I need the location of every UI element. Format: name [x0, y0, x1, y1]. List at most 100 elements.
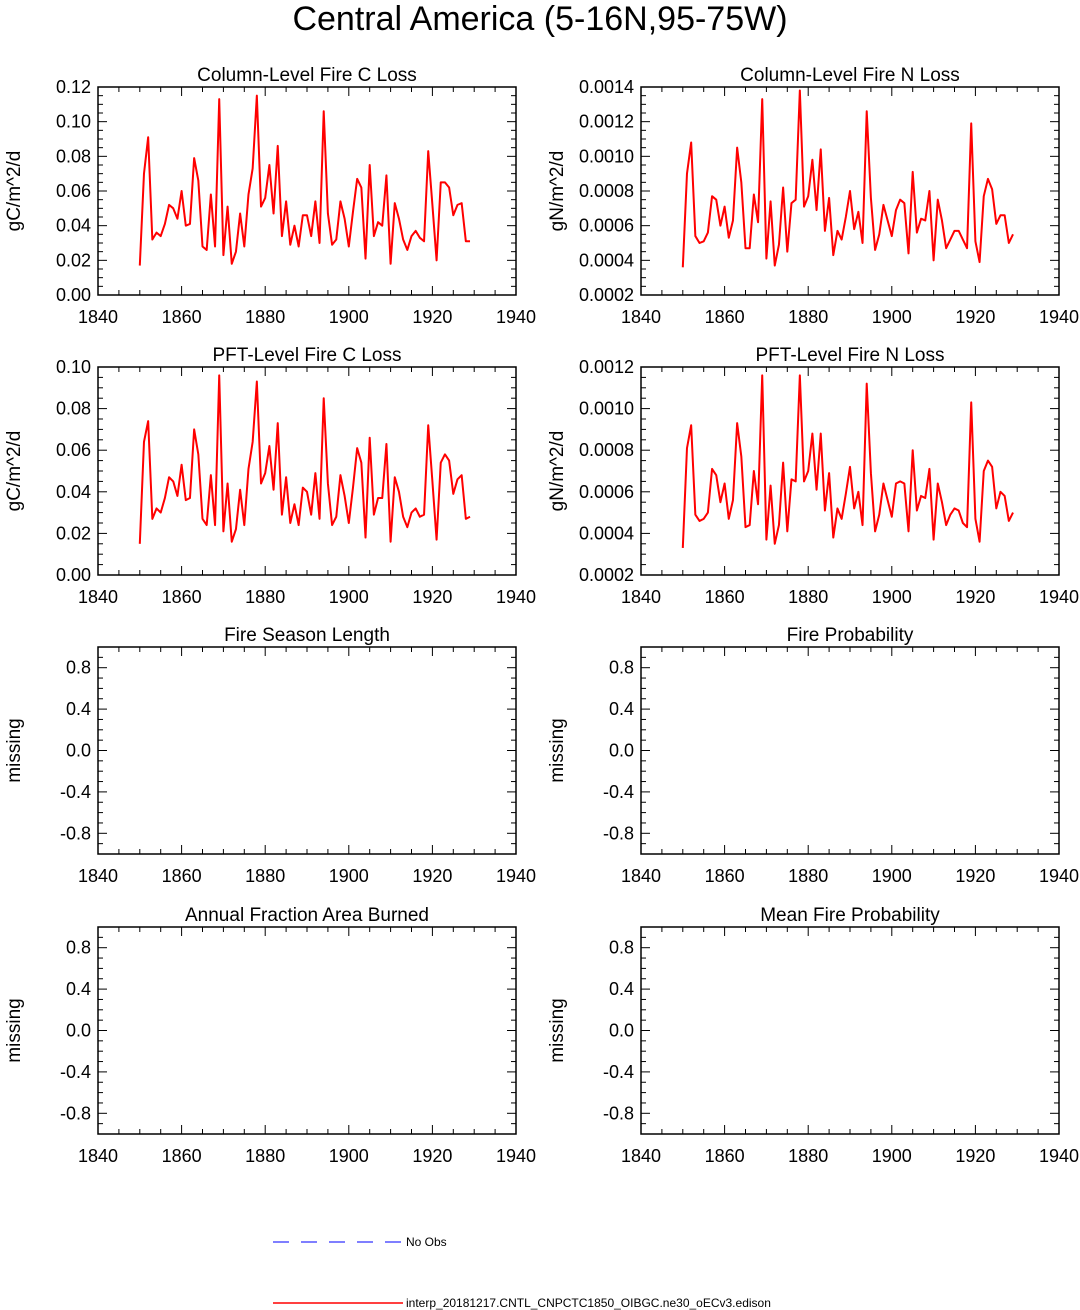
x-tick-label: 1840	[78, 1146, 118, 1166]
x-tick-label: 1880	[788, 1146, 828, 1166]
x-tick-label: 1880	[245, 866, 285, 886]
y-tick-label: 0.0008	[579, 181, 634, 201]
y-tick-label: 0.04	[56, 482, 91, 502]
y-axis-label: gN/m^2/d	[547, 151, 568, 232]
x-tick-label: 1880	[788, 587, 828, 607]
x-tick-label: 1940	[496, 866, 536, 886]
y-tick-label: 0.0010	[579, 399, 634, 419]
x-tick-label: 1840	[621, 1146, 661, 1166]
x-tick-label: 1880	[788, 866, 828, 886]
x-tick-label: 1940	[1039, 1146, 1079, 1166]
x-tick-label: 1920	[412, 866, 452, 886]
x-tick-label: 1920	[955, 866, 995, 886]
x-tick-label: 1880	[245, 587, 285, 607]
y-tick-label: 0.0002	[579, 565, 634, 585]
x-tick-label: 1940	[496, 307, 536, 327]
plot-frame	[640, 926, 1060, 1135]
y-tick-label: 0.8	[609, 938, 634, 958]
y-tick-label: 0.0002	[579, 285, 634, 305]
y-tick-label: 0.10	[56, 112, 91, 132]
y-tick-label: -0.8	[603, 823, 634, 843]
x-tick-label: 1860	[705, 307, 745, 327]
x-tick-label: 1900	[329, 307, 369, 327]
panel-title: Fire Probability	[787, 625, 914, 646]
y-tick-label: -0.4	[603, 782, 634, 802]
panel-title: Fire Season Length	[224, 625, 390, 646]
y-tick-label: 0.00	[56, 565, 91, 585]
y-tick-label: 0.0006	[579, 216, 634, 236]
y-tick-label: 0.02	[56, 250, 91, 270]
plot-frame	[640, 646, 1060, 855]
y-tick-label: 0.0004	[579, 523, 634, 543]
y-tick-label: 0.02	[56, 523, 91, 543]
chart-panel-1: Column-Level Fire C Loss gC/m^2/d 1840 1860…	[4, 65, 536, 327]
panel-title: PFT-Level Fire N Loss	[756, 345, 945, 366]
x-tick-label: 1840	[621, 587, 661, 607]
legend-no-obs-label: No Obs	[406, 1235, 447, 1249]
y-tick-label: 0.0008	[579, 440, 634, 460]
x-tick-label: 1860	[705, 587, 745, 607]
x-tick-label: 1900	[329, 587, 369, 607]
plot-frame	[97, 86, 517, 296]
x-tick-label: 1920	[412, 1146, 452, 1166]
x-tick-label: 1900	[329, 1146, 369, 1166]
chart-panel-8: Mean Fire Probability missing 1840 1860 1880…	[547, 905, 1079, 1166]
x-tick-label: 1940	[1039, 866, 1079, 886]
x-tick-label: 1900	[329, 866, 369, 886]
plot-frame	[97, 926, 517, 1135]
series-line	[138, 94, 471, 266]
x-tick-label: 1860	[162, 1146, 202, 1166]
y-axis-label: gC/m^2/d	[4, 151, 25, 232]
chart-panel-3: PFT-Level Fire C Loss gC/m^2/d 1840 1860 188…	[4, 345, 536, 607]
series-line	[138, 374, 471, 544]
y-axis-label: gN/m^2/d	[547, 431, 568, 512]
y-tick-label: 0.00	[56, 285, 91, 305]
x-tick-label: 1860	[162, 587, 202, 607]
y-tick-label: 0.06	[56, 181, 91, 201]
panel-title: Mean Fire Probability	[760, 905, 940, 926]
panel-title: Column-Level Fire N Loss	[740, 65, 960, 86]
y-tick-label: -0.8	[603, 1103, 634, 1123]
y-tick-label: 0.0010	[579, 146, 634, 166]
y-tick-label: -0.4	[60, 782, 91, 802]
x-tick-label: 1940	[496, 1146, 536, 1166]
y-axis-label: missing	[547, 998, 568, 1062]
y-tick-label: 0.06	[56, 440, 91, 460]
x-tick-label: 1840	[78, 307, 118, 327]
y-tick-label: 0.0014	[579, 77, 634, 97]
y-tick-label: 0.0	[66, 741, 91, 761]
y-tick-label: 0.08	[56, 146, 91, 166]
series-line	[681, 89, 1014, 268]
x-tick-label: 1840	[78, 587, 118, 607]
x-tick-label: 1860	[705, 1146, 745, 1166]
plot-frame	[97, 646, 517, 855]
x-tick-label: 1880	[245, 307, 285, 327]
x-tick-label: 1920	[955, 587, 995, 607]
y-tick-label: -0.8	[60, 1103, 91, 1123]
x-tick-label: 1940	[1039, 307, 1079, 327]
y-tick-label: 0.4	[609, 699, 634, 719]
x-tick-label: 1900	[872, 1146, 912, 1166]
x-tick-label: 1860	[162, 307, 202, 327]
x-tick-label: 1920	[955, 307, 995, 327]
panel-title: PFT-Level Fire C Loss	[213, 345, 402, 366]
x-tick-label: 1900	[872, 307, 912, 327]
plot-frame	[97, 366, 517, 576]
y-tick-label: 0.0012	[579, 112, 634, 132]
chart-panel-7: Annual Fraction Area Burned missing 1840 18…	[4, 905, 536, 1166]
x-tick-label: 1840	[621, 307, 661, 327]
plot-frame	[640, 86, 1060, 296]
y-tick-label: -0.4	[603, 1062, 634, 1082]
y-tick-label: 0.10	[56, 357, 91, 377]
y-tick-label: 0.04	[56, 216, 91, 236]
x-tick-label: 1900	[872, 866, 912, 886]
figure-title: Central America (5-16N,95-75W)	[292, 0, 787, 38]
x-tick-label: 1920	[412, 307, 452, 327]
y-tick-label: 0.8	[609, 658, 634, 678]
y-tick-label: 0.0	[609, 741, 634, 761]
chart-panel-5: Fire Season Length missing 1840 1860 1880 190…	[4, 625, 536, 886]
x-tick-label: 1880	[245, 1146, 285, 1166]
x-tick-label: 1920	[412, 587, 452, 607]
y-tick-label: 0.0012	[579, 357, 634, 377]
y-tick-label: 0.4	[609, 979, 634, 999]
